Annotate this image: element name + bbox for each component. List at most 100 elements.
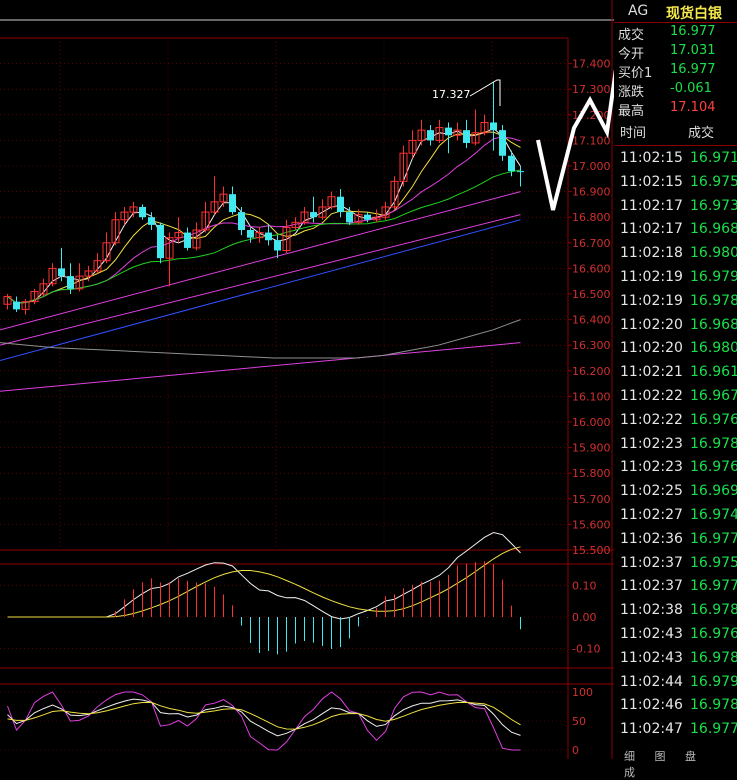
- kdj-tick-label: 0: [572, 744, 579, 757]
- candle-body: [337, 196, 344, 213]
- candle-body: [129, 206, 138, 213]
- tick-time: 11:02:37: [620, 578, 683, 595]
- candle-body: [247, 230, 254, 238]
- candlesticks: [3, 81, 524, 315]
- tick-row: 11:02:17 16.968: [620, 221, 737, 245]
- candle-body: [111, 219, 120, 244]
- price-tick-label: 16.500: [572, 288, 611, 301]
- quote-label: 今开: [618, 47, 645, 62]
- quote-row: 成交 16.977: [618, 24, 737, 43]
- quote-value: 16.977: [670, 62, 716, 77]
- tick-price: 16.978: [690, 602, 737, 619]
- candle-body: [120, 211, 129, 221]
- tick-row: 11:02:15 16.971: [620, 150, 737, 174]
- candle-body: [238, 212, 245, 230]
- quote-row: 最高 17.104: [618, 100, 737, 119]
- candle-body: [435, 127, 444, 141]
- macd-tick-label: 0.10: [572, 580, 597, 593]
- tick-time: 11:02:25: [620, 483, 683, 500]
- tick-row: 11:02:47 16.977: [620, 721, 737, 745]
- tick-price: 16.975: [690, 554, 737, 571]
- tick-row: 11:02:20 16.968: [620, 317, 737, 341]
- tick-price: 16.977: [690, 721, 737, 738]
- candle-body: [453, 129, 462, 136]
- tick-price: 16.980: [690, 245, 737, 262]
- candle-body: [48, 267, 57, 285]
- trend-line: [0, 191, 521, 331]
- tick-row: 11:02:46 16.978: [620, 697, 737, 721]
- tick-row: 11:02:17 16.973: [620, 198, 737, 222]
- ma-line: [7, 169, 521, 304]
- trend-line: [0, 214, 521, 346]
- tick-row: 11:02:18 16.980: [620, 245, 737, 269]
- candle-body: [408, 139, 417, 154]
- candle-body: [508, 155, 515, 172]
- ma-line: [0, 319, 521, 359]
- tick-time: 11:02:46: [620, 697, 683, 714]
- candle-body: [255, 232, 264, 239]
- tick-price: 16.973: [690, 197, 737, 214]
- tick-row: 11:02:23 16.976: [620, 459, 737, 483]
- candle-body: [67, 276, 74, 289]
- tick-price: 16.979: [690, 269, 737, 285]
- tick-price: 16.974: [690, 507, 737, 523]
- tick-time: 11:02:43: [620, 649, 683, 666]
- tick-time: 11:02:15: [620, 150, 683, 166]
- candle-body: [84, 270, 93, 277]
- tick-row: 11:02:43 16.978: [620, 650, 737, 674]
- candle-body: [399, 152, 408, 182]
- price-tick-label: 16.700: [572, 237, 611, 250]
- candle-body: [499, 130, 506, 156]
- kdj-k-line: [7, 698, 521, 737]
- price-tick-label: 17.400: [572, 58, 611, 71]
- candle-body: [480, 121, 489, 134]
- price-tick-label: 16.200: [572, 365, 611, 378]
- candle-body: [390, 180, 399, 208]
- candle-body: [372, 216, 381, 221]
- price-tick-label: 17.300: [572, 83, 611, 96]
- candle-body: [490, 122, 497, 131]
- tick-row: 11:02:38 16.978: [620, 602, 737, 626]
- tick-price: 16.976: [690, 626, 737, 642]
- tick-price: 16.977: [690, 578, 737, 595]
- quote-row: 今开 17.031: [618, 43, 737, 62]
- tick-row: 11:02:22 16.967: [620, 388, 737, 412]
- candle-body: [165, 237, 174, 259]
- bottom-tabs[interactable]: 细 图 盘 成: [624, 750, 704, 779]
- tick-price: 16.975: [690, 173, 737, 190]
- ticks-header-time: 时间: [620, 126, 647, 141]
- quote-label: 买价1: [618, 66, 653, 81]
- candle-body: [300, 211, 309, 223]
- ma-line: [7, 131, 521, 304]
- tick-time: 11:02:23: [620, 459, 683, 476]
- candle-body: [13, 301, 20, 310]
- kdj-d-line: [7, 701, 521, 730]
- macd-dif-line: [7, 531, 521, 620]
- macd-dea-line: [7, 546, 521, 618]
- candle-body: [346, 212, 353, 223]
- candle-body: [3, 296, 12, 305]
- tick-time: 11:02:19: [620, 269, 683, 285]
- divider: [614, 22, 737, 23]
- candle-body: [381, 206, 390, 218]
- price-tick-label: 15.900: [572, 442, 611, 455]
- candle-body: [192, 229, 201, 249]
- quote-label: 最高: [618, 104, 645, 119]
- moving-average-lines: [0, 127, 521, 392]
- candle-body: [75, 275, 84, 290]
- tick-row: 11:02:37 16.977: [620, 578, 737, 602]
- tick-time: 11:02:27: [620, 507, 683, 523]
- candle-body: [471, 132, 480, 144]
- tick-price: 16.980: [690, 340, 737, 357]
- trend-line: [0, 342, 521, 392]
- kdj-tick-label: 100: [572, 686, 593, 699]
- tick-time: 11:02:20: [620, 340, 683, 357]
- tick-price: 16.968: [690, 221, 737, 238]
- tick-price: 16.978: [690, 292, 737, 309]
- tick-price: 16.968: [690, 316, 737, 333]
- tick-time: 11:02:19: [620, 292, 683, 309]
- tick-row: 11:02:22 16.976: [620, 412, 737, 436]
- kline-chart[interactable]: 17.40017.30017.20017.10017.00016.90016.8…: [0, 0, 614, 759]
- tick-price: 16.979: [690, 673, 737, 690]
- ma-line: [7, 127, 521, 304]
